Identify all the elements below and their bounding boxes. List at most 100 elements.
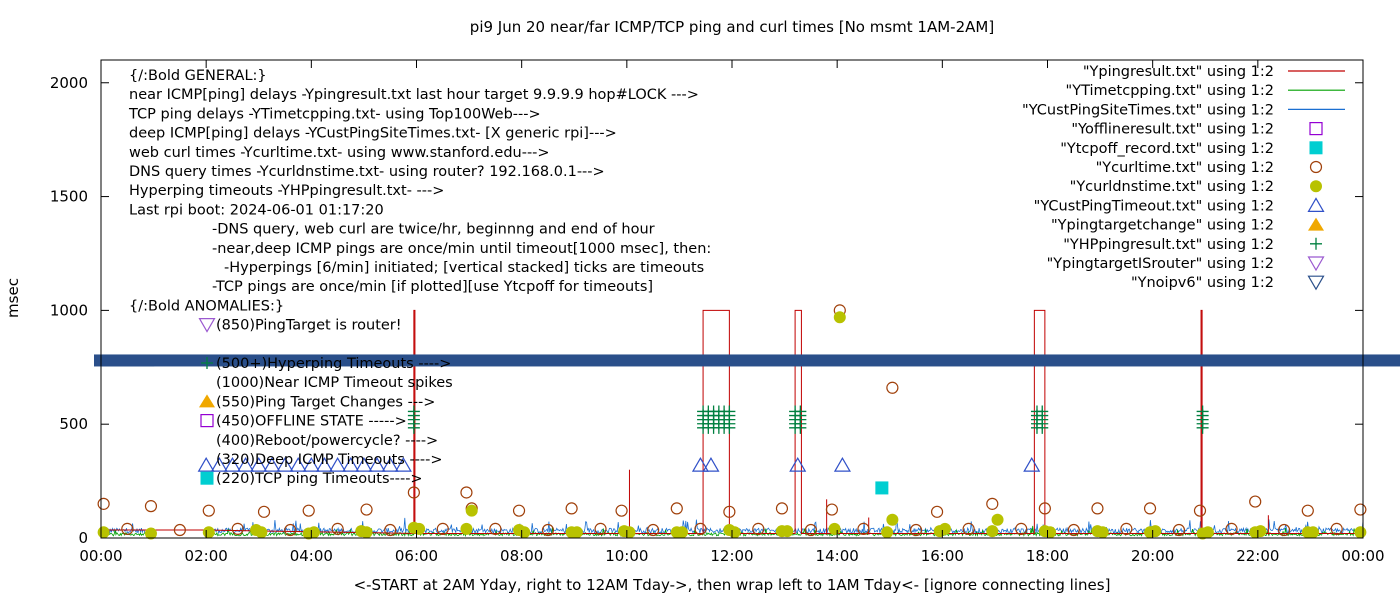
deep-icmp-timeout-marker <box>691 456 709 472</box>
curl-time-marker <box>97 497 110 510</box>
legend-label: "Ypingtargetchange" using 1:2 <box>1051 218 1274 234</box>
y-tick-label: 500 <box>59 415 88 433</box>
x-tick-label: 00:00 <box>79 547 122 565</box>
legend-swatch <box>1310 180 1322 193</box>
curl-time-marker <box>752 522 765 535</box>
curl-time-marker <box>670 502 683 515</box>
curl-time-marker <box>1091 502 1104 515</box>
x-tick-label: 20:00 <box>1131 547 1174 565</box>
curl-time-marker <box>1278 523 1291 537</box>
curl-time-marker <box>512 504 526 517</box>
annotation-text: deep ICMP[ping] delays -YCustPingSiteTim… <box>129 126 617 142</box>
dns-time-marker <box>623 526 636 539</box>
curl-time-marker <box>407 486 420 499</box>
dns-time-marker <box>465 504 478 517</box>
annotation-text: Last rpi boot: 2024-06-01 01:17:20 <box>129 202 384 218</box>
dns-time-marker <box>986 525 999 538</box>
curl-time-marker <box>565 502 578 515</box>
curl-time-marker <box>460 486 473 499</box>
x-axis-label: <-START at 2AM Yday, right to 12AM Tday-… <box>354 576 1111 594</box>
annotation-text: (850)PingTarget is router! <box>216 318 402 334</box>
annotation-text: (500+)Hyperping Timeouts ----> <box>216 356 451 372</box>
curl-time-marker <box>930 505 944 518</box>
deep-icmp-timeout-marker <box>197 456 215 472</box>
deep-icmp-timeout-marker <box>289 456 307 472</box>
curl-time-marker <box>489 522 502 535</box>
annotation-text: -DNS query, web curl are twice/hr, begin… <box>212 222 655 238</box>
deep-icmp-timeout-marker <box>210 456 228 472</box>
dns-time-marker <box>676 526 689 539</box>
curl-time-marker <box>1249 495 1262 508</box>
hyperping-timeout-marker <box>1036 405 1049 418</box>
x-tick-label: 18:00 <box>1026 547 1069 565</box>
noipv6-band-end <box>94 354 162 367</box>
hyperping-timeout-marker <box>1196 405 1209 418</box>
annotation-marker <box>201 357 213 369</box>
annotation-text: {/:Bold ANOMALIES:} <box>129 298 284 314</box>
y-tick-label: 0 <box>78 529 88 547</box>
curl-time-marker <box>804 523 817 537</box>
annotation-text: -Hyperpings [6/min] initiated; [vertical… <box>224 260 704 276</box>
legend-label: "Yofflineresult.txt" using 1:2 <box>1071 122 1274 138</box>
legend-swatch <box>1310 237 1322 250</box>
x-tick-label: 14:00 <box>816 547 859 565</box>
deep-icmp-timeout-marker <box>223 456 241 472</box>
dns-time-marker <box>413 522 426 535</box>
curl-time-marker <box>173 523 186 537</box>
curl-time-marker <box>886 381 899 394</box>
annotation-text: DNS query times -Ycurldnstime.txt- using… <box>129 164 605 180</box>
annotation-text: TCP ping delays -YTimetcpping.txt- using… <box>128 106 541 122</box>
legend-swatch <box>1309 141 1323 155</box>
curl-time-marker <box>436 522 449 535</box>
legend-swatch <box>1309 160 1323 174</box>
dns-time-marker <box>1149 525 1162 538</box>
curl-time-marker <box>1330 522 1343 535</box>
dns-time-marker <box>360 526 373 539</box>
annotation-text: (450)OFFLINE STATE -----> <box>216 414 407 430</box>
dns-time-marker <box>460 522 473 535</box>
annotation-text: (1000)Near ICMP Timeout spikes <box>216 375 453 391</box>
deep-icmp-timeout-marker <box>702 456 720 472</box>
dns-time-marker <box>886 513 899 526</box>
dns-time-marker <box>1307 526 1320 539</box>
dns-time-marker <box>255 526 268 539</box>
annotation-text: Hyperping timeouts -YHPpingresult.txt- -… <box>129 183 444 199</box>
legend-label: "YpingtargetISrouter" using 1:2 <box>1047 256 1274 272</box>
curl-time-marker <box>647 523 660 537</box>
curl-time-marker <box>302 504 315 517</box>
dns-time-marker <box>202 526 215 539</box>
legend-label: "YTimetcpping.txt" using 1:2 <box>1066 83 1274 99</box>
annotation-text: -near,deep ICMP pings are once/min until… <box>212 241 711 257</box>
curl-time-marker <box>257 505 271 518</box>
annotation-text: web curl times -Ycurltime.txt- using www… <box>129 145 550 161</box>
legend-swatch <box>1307 256 1325 272</box>
x-tick-label: 22:00 <box>1236 547 1279 565</box>
x-tick-label: 16:00 <box>921 547 964 565</box>
x-tick-label: 10:00 <box>605 547 648 565</box>
deep-icmp-timeout-marker <box>302 456 320 472</box>
curl-time-marker <box>986 497 999 510</box>
curl-time-marker <box>202 504 215 517</box>
x-tick-label: 02:00 <box>185 547 228 565</box>
curl-time-marker <box>1038 502 1051 515</box>
legend-label: "YCustPingSiteTimes.txt" using 1:2 <box>1022 102 1274 118</box>
noipv6-band <box>94 354 1400 367</box>
curl-time-marker <box>1301 504 1314 517</box>
annotation-text: (220)TCP ping Timeouts----> <box>216 471 423 487</box>
legend-label: "Ycurltime.txt" using 1:2 <box>1096 160 1274 176</box>
curl-time-marker <box>1225 522 1238 535</box>
curl-time-marker <box>360 503 373 516</box>
y-tick-label: 1500 <box>50 188 88 206</box>
dns-time-marker <box>97 526 110 539</box>
hyperping-timeout-marker <box>723 405 736 418</box>
dns-time-marker <box>518 526 531 539</box>
dns-time-marker <box>781 525 794 538</box>
deep-icmp-timeout-marker <box>1023 456 1041 472</box>
dns-time-marker <box>881 526 894 539</box>
deep-icmp-timeout-marker <box>250 456 268 472</box>
deep-icmp-timeout-marker <box>789 456 807 472</box>
curl-time-marker <box>284 523 297 537</box>
curl-time-marker <box>694 522 707 535</box>
curl-time-marker <box>384 523 397 537</box>
curl-time-marker <box>594 522 607 535</box>
